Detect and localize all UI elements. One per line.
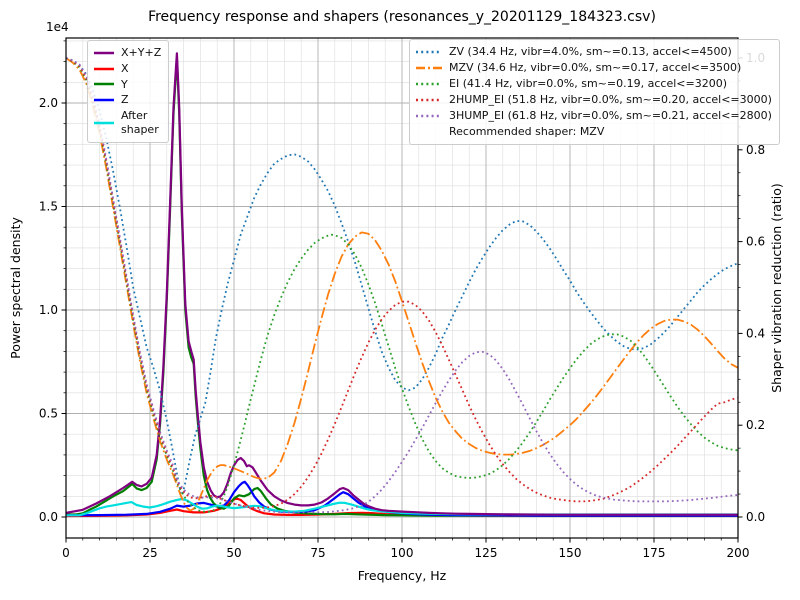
legend-line-swatch <box>416 50 442 54</box>
legend-item-ei: EI (41.4 Hz, vibr=0.0%, sm~=0.19, accel<… <box>416 77 772 91</box>
legend-line-swatch <box>94 121 114 124</box>
legend-item-y-label: Y <box>121 77 128 91</box>
series-mzv <box>66 57 738 512</box>
legend-line-swatch <box>416 114 442 118</box>
legend-item-mzv-label: MZV (34.6 Hz, vibr=0.0%, sm~=0.17, accel… <box>449 61 742 75</box>
legend-footer-recommended-shaper-label: Recommended shaper: MZV <box>449 124 605 138</box>
legend-item-x: X <box>94 62 161 76</box>
x-tick-label: 200 <box>727 546 750 560</box>
legend-line-swatch <box>94 98 114 102</box>
y-left-tick-label: 1.5 <box>39 200 58 214</box>
legend-shapers: ZV (34.4 Hz, vibr=4.0%, sm~=0.13, accel<… <box>409 39 780 145</box>
x-tick-label: 175 <box>643 546 666 560</box>
legend-item-after-label: After shaper <box>121 109 159 136</box>
x-axis-label: Frequency, Hz <box>358 568 447 583</box>
y-right-tick-label: 0.6 <box>746 235 765 249</box>
legend-item-2hump-ei: 2HUMP_EI (51.8 Hz, vibr=0.0%, sm~=0.20, … <box>416 93 772 107</box>
y-axis-multiplier: 1e4 <box>46 20 69 34</box>
legend-line-swatch <box>416 98 442 102</box>
series-zv <box>66 57 738 499</box>
x-tick-label: 125 <box>475 546 498 560</box>
x-tick-label: 25 <box>142 546 157 560</box>
y-left-tick-label: 0.5 <box>39 407 58 421</box>
y-right-tick-label: 0.2 <box>746 418 765 432</box>
axis-ticks <box>61 40 743 543</box>
y-axis-right-label: Shaper vibration reduction (ratio) <box>769 183 784 393</box>
legend-footer-recommended-shaper: Recommended shaper: MZV <box>416 125 772 139</box>
y-right-tick-label: 0.8 <box>746 143 765 157</box>
legend-line-swatch <box>94 51 114 55</box>
x-tick-label: 50 <box>226 546 241 560</box>
legend-psd: X+Y+Z X Y Z After shaper <box>87 40 170 143</box>
y-axis-left-label: Power spectral density <box>8 217 23 359</box>
axis-tick-labels: 0 25 50 75 100 125 150 175 200 0.0 0.5 1.0 1.5 2.0 0.0… <box>39 51 765 560</box>
legend-line-swatch <box>94 83 114 86</box>
legend-item-y: Y <box>94 78 161 92</box>
series-3hump-ei <box>66 57 738 514</box>
legend-line-swatch <box>94 67 114 70</box>
y-left-tick-label: 2.0 <box>39 96 58 110</box>
series-x-y-z <box>66 52 738 516</box>
legend-item-zv: ZV (34.4 Hz, vibr=4.0%, sm~=0.13, accel<… <box>416 45 772 59</box>
legend-item-x-label: X <box>121 61 129 75</box>
y-right-tick-label: 0.0 <box>746 510 765 524</box>
legend-item-z: Z <box>94 93 161 107</box>
x-tick-label: 150 <box>559 546 582 560</box>
legend-item-zv-label: ZV (34.4 Hz, vibr=4.0%, sm~=0.13, accel<… <box>449 45 732 59</box>
legend-item-after: After shaper <box>94 109 161 137</box>
data-curves <box>66 52 738 518</box>
legend-item-3hump-ei: 3HUMP_EI (61.8 Hz, vibr=0.0%, sm~=0.21, … <box>416 109 772 123</box>
series-2hump-ei <box>66 57 738 509</box>
legend-line-swatch <box>416 82 442 86</box>
legend-item-mzv: MZV (34.6 Hz, vibr=0.0%, sm~=0.17, accel… <box>416 61 772 75</box>
y-left-tick-label: 0.0 <box>39 510 58 524</box>
series-after-shaper <box>66 497 738 517</box>
legend-item-3hump-ei-label: 3HUMP_EI (61.8 Hz, vibr=0.0%, sm~=0.21, … <box>449 108 772 122</box>
legend-item-2hump-ei-label: 2HUMP_EI (51.8 Hz, vibr=0.0%, sm~=0.20, … <box>449 93 772 106</box>
x-tick-label: 100 <box>391 546 414 560</box>
chart-title: Frequency response and shapers (resonanc… <box>148 9 656 25</box>
legend-item-x-y-z-label: X+Y+Z <box>121 46 162 59</box>
x-tick-label: 0 <box>62 546 70 560</box>
legend-item-ei-label: EI (41.4 Hz, vibr=0.0%, sm~=0.19, accel<… <box>449 77 727 91</box>
legend-line-swatch <box>416 66 442 70</box>
y-right-tick-label: 0.4 <box>746 326 765 340</box>
legend-item-z-label: Z <box>121 93 129 107</box>
y-left-tick-label: 1.0 <box>39 303 58 317</box>
legend-item-x-y-z: X+Y+Z <box>94 46 161 60</box>
series-y <box>66 56 738 517</box>
x-tick-label: 75 <box>310 546 325 560</box>
